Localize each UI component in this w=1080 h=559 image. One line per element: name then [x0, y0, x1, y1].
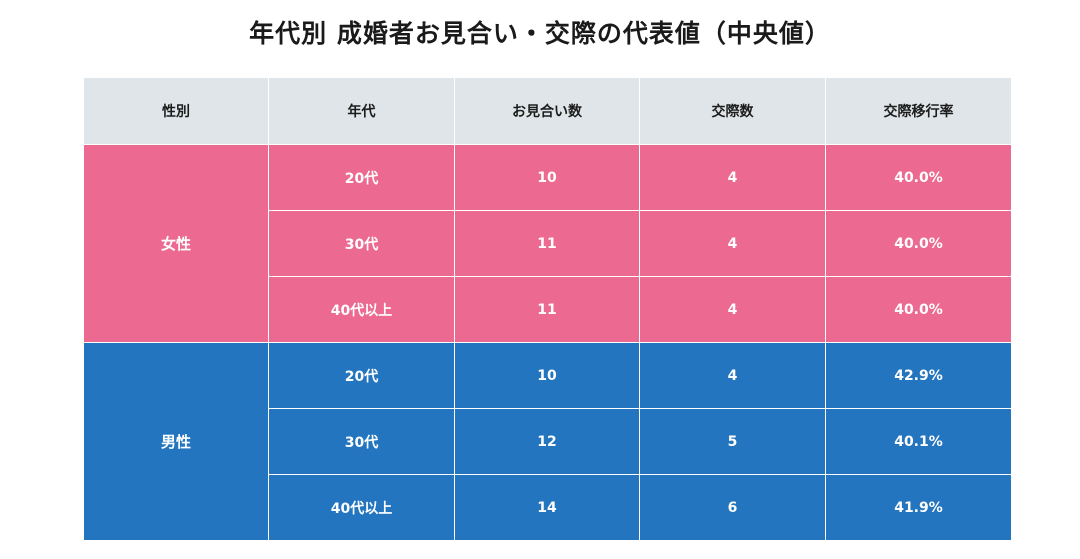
age-cell: 20代 [268, 144, 455, 211]
table-row: 40代以上 14 6 41.9% [84, 474, 1012, 541]
kousai-cell: 4 [639, 276, 826, 343]
header-kousai-count: 交際数 [639, 77, 826, 145]
omiai-cell: 11 [454, 210, 640, 277]
rate-cell: 42.9% [825, 342, 1012, 409]
omiai-cell: 11 [454, 276, 640, 343]
header-row: 性別 年代 お見合い数 交際数 交際移行率 [83, 77, 1012, 145]
table-row: 女性 20代 10 4 40.0% [83, 144, 1012, 343]
data-table: 性別 年代 お見合い数 交際数 交際移行率 女性 20代 10 4 40.0% … [83, 77, 1012, 541]
header-transition-rate: 交際移行率 [825, 77, 1012, 145]
age-cell: 30代 [268, 408, 455, 475]
age-cell: 20代 [268, 342, 455, 409]
chart-title: 年代別 成婚者お見合い・交際の代表値（中央値） [249, 19, 831, 48]
table-row: 30代 11 4 40.0% [84, 210, 1012, 277]
rate-cell: 40.0% [825, 210, 1012, 277]
group-label-female: 女性 [83, 144, 269, 343]
omiai-cell: 10 [454, 144, 640, 211]
omiai-cell: 12 [454, 408, 640, 475]
age-cell: 30代 [268, 210, 455, 277]
age-cell: 40代以上 [268, 276, 455, 343]
rate-cell: 40.0% [825, 144, 1012, 211]
kousai-cell: 4 [639, 210, 826, 277]
header-age: 年代 [268, 77, 455, 145]
header-gender: 性別 [83, 77, 269, 145]
rate-cell: 40.1% [825, 408, 1012, 475]
header-omiai-count: お見合い数 [454, 77, 640, 145]
age-cell: 40代以上 [268, 474, 455, 541]
table-row: 30代 12 5 40.1% [84, 408, 1012, 475]
kousai-cell: 4 [639, 144, 826, 211]
table-row: 男性 20代 10 4 42.9% [83, 342, 1012, 541]
kousai-cell: 5 [639, 408, 826, 475]
table-row: 40代以上 11 4 40.0% [84, 276, 1012, 343]
kousai-cell: 6 [639, 474, 826, 541]
kousai-cell: 4 [639, 342, 826, 409]
omiai-cell: 14 [454, 474, 640, 541]
rate-cell: 40.0% [825, 276, 1012, 343]
group-label-male: 男性 [83, 342, 269, 541]
rate-cell: 41.9% [825, 474, 1012, 541]
omiai-cell: 10 [454, 342, 640, 409]
